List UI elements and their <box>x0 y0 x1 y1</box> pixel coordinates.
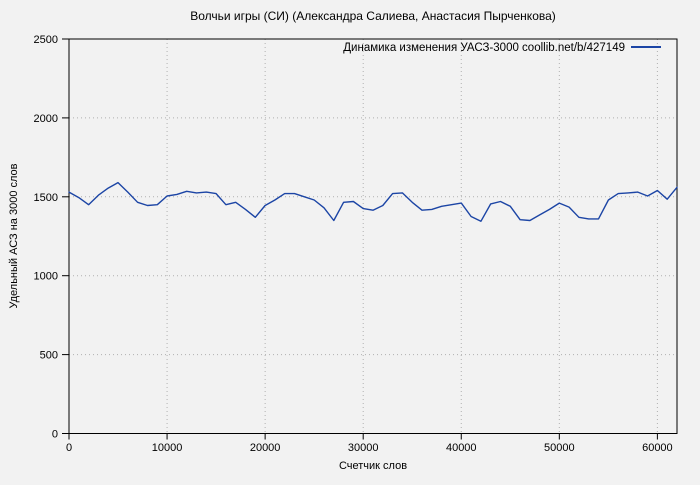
x-tick-label: 50000 <box>544 442 575 454</box>
data-series-line <box>68 181 678 223</box>
x-tick-label: 10000 <box>152 442 183 454</box>
legend-label: Динамика изменения УАСЗ-3000 coollib.net… <box>343 42 625 54</box>
legend: Динамика изменения УАСЗ-3000 coollib.net… <box>343 42 661 54</box>
plot-border <box>68 38 678 434</box>
y-tick-label: 0 <box>52 429 58 441</box>
x-tick-label: 20000 <box>250 442 281 454</box>
x-tick-label: 0 <box>66 442 72 454</box>
chart-title: Волчьи игры (СИ) (Александра Салиева, Ан… <box>190 9 556 23</box>
axis-ticks <box>62 38 658 440</box>
y-tick-label: 1000 <box>34 271 58 283</box>
y-tick-label: 1500 <box>34 192 58 204</box>
grid-lines <box>69 39 677 434</box>
tick-labels: 0 10000 20000 30000 40000 50000 60000 0 500 1000 1… <box>34 34 673 454</box>
y-tick-label: 2000 <box>34 113 58 125</box>
x-axis-label: Счетчик слов <box>339 460 407 472</box>
y-tick-label: 500 <box>40 350 58 362</box>
y-axis-label: Удельный АСЗ на 3000 слов <box>8 163 20 308</box>
x-tick-label: 60000 <box>642 442 673 454</box>
y-tick-label: 2500 <box>34 34 58 46</box>
x-tick-label: 40000 <box>446 442 477 454</box>
x-tick-label: 30000 <box>348 442 379 454</box>
